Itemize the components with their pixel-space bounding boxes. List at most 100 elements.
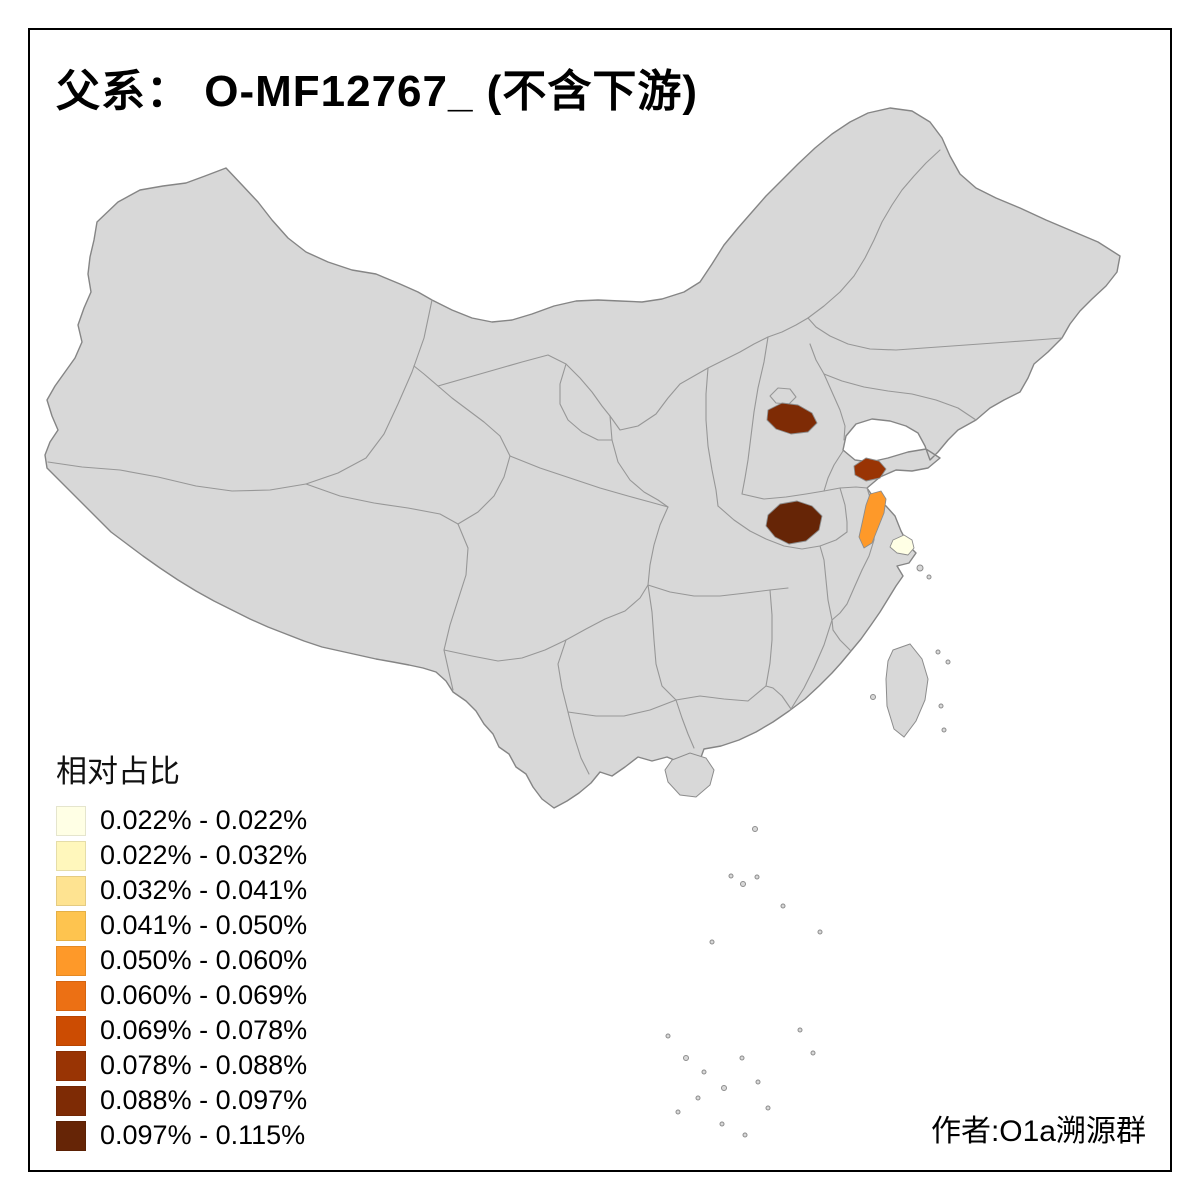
province-boundary-line <box>807 317 1063 351</box>
legend-swatch <box>56 1015 86 1046</box>
island-dot <box>817 929 823 935</box>
province-boundary-line <box>790 619 833 710</box>
island-dot <box>752 826 758 832</box>
legend-swatch <box>56 875 86 906</box>
province-boundary-line <box>823 373 846 441</box>
island-dot <box>701 1069 707 1075</box>
region-tianjin-area <box>766 402 818 435</box>
island-dot <box>721 1085 727 1091</box>
legend-label: 0.088% - 0.097% <box>100 1085 308 1115</box>
province-boundary-line <box>647 584 677 701</box>
region-south-henan-area <box>765 500 823 545</box>
province-boundary-line <box>567 699 677 717</box>
map-title: 父系： O-MF12767_ (不含下游) <box>56 67 698 116</box>
province-boundary-line <box>305 483 459 525</box>
legend-swatch <box>56 1085 86 1116</box>
island-dot <box>916 564 924 572</box>
island-dot <box>938 703 944 709</box>
legend-label: 0.041% - 0.050% <box>100 910 308 940</box>
legend-label: 0.097% - 0.115% <box>100 1120 306 1150</box>
islands <box>664 564 951 1138</box>
legend-row: 0.032% - 0.041% <box>56 873 307 908</box>
province-boundary-line <box>509 455 669 508</box>
legend-swatch <box>56 1120 86 1151</box>
island-dot <box>728 873 734 879</box>
province-boundary-line <box>839 486 868 489</box>
province-boundary-line <box>647 506 669 586</box>
island-dot <box>797 1027 803 1033</box>
province-boundary-line <box>675 699 695 749</box>
south-china-sea-islands <box>665 564 951 1138</box>
island-dot <box>675 1109 681 1115</box>
legend-row: 0.050% - 0.060% <box>56 943 307 978</box>
province-boundary-line <box>819 545 833 621</box>
island-dot <box>665 1033 671 1039</box>
island-dot <box>941 727 947 733</box>
island-dot <box>926 574 932 580</box>
island-dot <box>742 1132 748 1138</box>
legend-label: 0.022% - 0.022% <box>100 805 308 835</box>
island-dot <box>719 1121 725 1127</box>
author-credit: 作者:O1a溯源群 <box>930 1115 1146 1148</box>
legend-swatch <box>56 910 86 941</box>
province-boundary-line <box>437 354 611 417</box>
province-boundary-line <box>741 487 841 500</box>
legend-row: 0.022% - 0.022% <box>56 803 307 838</box>
province-boundary-line <box>705 367 719 507</box>
legend-swatch <box>56 945 86 976</box>
legend-swatch <box>56 840 86 871</box>
china-mainland <box>44 107 1121 809</box>
legend-label: 0.032% - 0.041% <box>100 875 308 905</box>
province-boundary-line <box>717 505 848 550</box>
island-dot <box>755 1079 761 1085</box>
island-dot <box>780 903 786 909</box>
province-boundary-line <box>823 450 844 492</box>
legend-row: 0.097% - 0.115% <box>56 1118 307 1153</box>
province-boundary-line <box>443 523 469 691</box>
legend-row: 0.041% - 0.050% <box>56 908 307 943</box>
province-boundary-line <box>809 343 977 421</box>
island-dot <box>709 939 715 945</box>
island-dot <box>683 1055 689 1061</box>
region-north-jiangsu-area <box>853 457 887 482</box>
beijing-boundary-loop <box>769 387 797 405</box>
legend-label: 0.050% - 0.060% <box>100 945 308 975</box>
province-boundary-line <box>413 365 511 525</box>
island-dot <box>765 1105 771 1111</box>
legend-title: 相对占比 <box>56 754 180 789</box>
legend-row: 0.060% - 0.069% <box>56 978 307 1013</box>
island-dot <box>935 649 941 655</box>
province-boundary-line <box>839 487 848 533</box>
province-boundary-line <box>675 685 767 702</box>
province-boundaries <box>47 149 1063 775</box>
taiwan-island <box>885 643 929 738</box>
province-boundary-line <box>765 589 773 687</box>
legend-label: 0.060% - 0.069% <box>100 980 308 1010</box>
island-dot <box>945 659 951 665</box>
highlighted-regions <box>765 402 915 556</box>
legend-row: 0.078% - 0.088% <box>56 1048 307 1083</box>
province-boundary-line <box>807 149 941 319</box>
legend-row: 0.088% - 0.097% <box>56 1083 307 1118</box>
island-dot <box>810 1050 816 1056</box>
province-boundary-line <box>765 685 792 710</box>
legend-swatch <box>56 805 86 836</box>
hainan-island <box>664 752 715 798</box>
province-boundary-line <box>559 363 613 441</box>
legend-label: 0.078% - 0.088% <box>100 1050 308 1080</box>
province-boundary-line <box>831 569 863 621</box>
province-boundary-line <box>741 336 769 495</box>
island-dot <box>739 1055 745 1061</box>
legend-swatch <box>56 1050 86 1081</box>
island-dot <box>754 874 760 880</box>
legend-row: 0.022% - 0.032% <box>56 838 307 873</box>
legend: 相对占比 0.022% - 0.022% 0.022% - 0.032% 0.0… <box>56 746 307 1153</box>
island-dot <box>740 881 746 887</box>
legend-label: 0.022% - 0.032% <box>100 840 308 870</box>
island-dot <box>695 1095 701 1101</box>
region-central-jiangsu-area <box>858 490 887 549</box>
region-shanghai-area <box>889 534 915 556</box>
legend-label: 0.069% - 0.078% <box>100 1015 308 1045</box>
